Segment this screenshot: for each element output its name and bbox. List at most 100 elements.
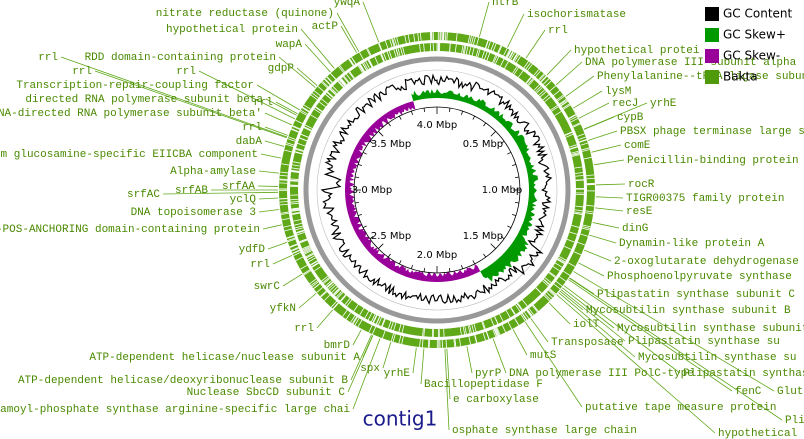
legend: GC Content GC Skew+ GC Skew- Bakta bbox=[705, 7, 793, 84]
gene-gap bbox=[514, 54, 520, 62]
leader-line bbox=[362, 1, 380, 43]
gene-gap bbox=[536, 87, 543, 94]
gene-gap bbox=[303, 270, 311, 276]
gene-gap bbox=[554, 111, 562, 117]
gene-gap bbox=[381, 318, 386, 327]
leader-line bbox=[568, 279, 733, 392]
leader-line bbox=[304, 43, 331, 73]
gene-gap bbox=[455, 33, 458, 42]
gene-label: rrl bbox=[242, 122, 262, 134]
gene-gap bbox=[497, 45, 502, 54]
gene-gap bbox=[380, 54, 384, 62]
gene-gap bbox=[574, 211, 583, 214]
gene-gap bbox=[348, 58, 354, 66]
gene-gap bbox=[454, 338, 457, 347]
leader-line bbox=[466, 346, 473, 374]
gene-gap bbox=[581, 147, 590, 151]
gene-gap bbox=[546, 292, 553, 299]
gene-gap bbox=[286, 142, 295, 146]
gene-gap bbox=[574, 209, 583, 212]
gene-label: PBSX phage terminase large s bbox=[620, 126, 804, 138]
gene-gap bbox=[471, 324, 475, 333]
gene-label: Mycosubtilin synthase subunit bbox=[617, 323, 804, 335]
gene-gap bbox=[492, 55, 497, 63]
leader-line bbox=[352, 338, 381, 410]
gene-gap bbox=[459, 338, 462, 347]
gene-gap bbox=[388, 50, 393, 59]
gene-gap bbox=[289, 244, 298, 248]
gene-gap bbox=[581, 149, 590, 152]
gene-gap bbox=[548, 272, 556, 278]
leader-line bbox=[512, 329, 528, 356]
scale-tick bbox=[369, 236, 374, 240]
gene-gap bbox=[393, 322, 397, 331]
gene-gap bbox=[357, 65, 363, 73]
gene-label: iolT bbox=[573, 319, 600, 331]
gene-label: srfAA bbox=[222, 181, 255, 193]
gene-gap bbox=[316, 286, 324, 293]
gene-gap bbox=[329, 284, 336, 291]
gene-gap bbox=[283, 224, 292, 228]
gene-gap bbox=[321, 275, 329, 282]
gene-label: dabA bbox=[236, 136, 263, 148]
leader-line bbox=[556, 294, 716, 434]
gene-gap bbox=[295, 147, 304, 151]
gene-gap bbox=[510, 307, 516, 315]
scale-tick bbox=[500, 236, 505, 240]
gene-gap bbox=[583, 156, 592, 160]
gene-gap bbox=[446, 32, 448, 41]
gene-gap bbox=[548, 289, 556, 296]
gene-gap bbox=[503, 48, 508, 56]
gene-gap bbox=[323, 294, 331, 301]
gene-gap bbox=[314, 266, 322, 272]
leader-line bbox=[555, 61, 583, 86]
gene-gap bbox=[317, 85, 325, 92]
gene-gap bbox=[330, 73, 337, 80]
gene-gap bbox=[569, 116, 578, 121]
gene-gap bbox=[284, 228, 293, 232]
gene-gap bbox=[465, 46, 469, 55]
gene-gap bbox=[291, 167, 300, 170]
gene-gap bbox=[467, 325, 471, 334]
gene-label: yclQ bbox=[230, 194, 257, 206]
gene-gap bbox=[459, 326, 462, 336]
gene-gap bbox=[533, 69, 540, 76]
gene-gap bbox=[381, 318, 385, 327]
scale-tick bbox=[378, 243, 384, 249]
gene-gap bbox=[557, 258, 565, 264]
gene-gap bbox=[553, 283, 561, 290]
gene-gap bbox=[462, 45, 466, 54]
gene-label: hypothetical bbox=[718, 428, 797, 439]
gene-gap bbox=[372, 326, 377, 335]
leader-line bbox=[591, 144, 622, 153]
gene-gap bbox=[461, 45, 464, 54]
gene-gap bbox=[303, 249, 312, 254]
gene-gap bbox=[549, 288, 557, 295]
gene-label: Plipastatin synthase subunit C bbox=[597, 289, 795, 301]
gene-label: Mycosubtilin synthase su bbox=[638, 352, 796, 364]
gene-label: mutS bbox=[530, 350, 557, 362]
gene-label: DNA polymerase III subunit alpha bbox=[585, 57, 797, 69]
gene-gap bbox=[423, 43, 425, 52]
gene-gap bbox=[349, 71, 355, 79]
gene-label: rrl bbox=[253, 97, 273, 109]
gene-gap bbox=[290, 178, 299, 180]
scale-tick bbox=[357, 163, 362, 166]
gene-label: RDD domain-containing protein bbox=[85, 52, 276, 64]
gene-gap bbox=[378, 317, 382, 325]
gene-gap bbox=[374, 56, 379, 65]
gene-gap bbox=[516, 303, 522, 311]
leader-line bbox=[558, 292, 636, 358]
gene-gap bbox=[346, 299, 353, 307]
gene-gap bbox=[578, 138, 587, 143]
gene-gap bbox=[382, 330, 386, 339]
gene-gap bbox=[468, 46, 472, 55]
scale-tick bbox=[483, 122, 487, 127]
gene-label: spx bbox=[360, 363, 380, 375]
scale-tick bbox=[461, 265, 464, 270]
gene-gap bbox=[299, 137, 308, 142]
gene-label: recJ bbox=[612, 98, 638, 110]
gene-gap bbox=[288, 136, 296, 140]
leader-line bbox=[584, 249, 612, 262]
leader-line bbox=[573, 271, 775, 392]
